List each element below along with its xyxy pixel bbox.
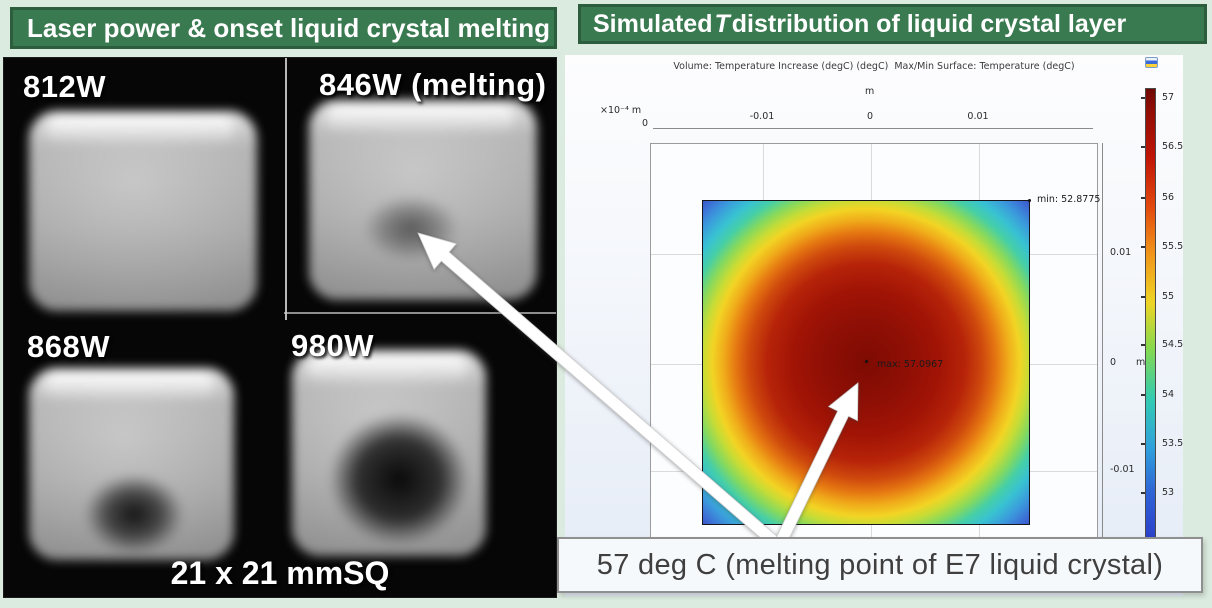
quadrant-divider-horizontal <box>284 312 556 314</box>
right-title-emphasis: T <box>714 9 730 38</box>
colormap-icon <box>1145 57 1158 68</box>
left-title-text: Laser power & onset liquid crystal melti… <box>27 12 551 43</box>
simulation-plot-title: Volume: Temperature Increase (degC) (deg… <box>673 61 1075 72</box>
cb-tick-57: 57 <box>1140 92 1175 103</box>
melt-spot-846w <box>363 195 459 261</box>
micrograph-812w <box>29 111 257 311</box>
sample-size-caption: 21 x 21 mmSQ <box>170 555 390 591</box>
x-axis-unit: m <box>865 86 875 97</box>
melting-point-callout: 57 deg C (melting point of E7 liquid cry… <box>557 537 1203 593</box>
simulation-panel: Volume: Temperature Increase (degC) (deg… <box>565 55 1183 596</box>
melting-point-text: 57 deg C (melting point of E7 liquid cry… <box>596 548 1164 581</box>
y-tick-neg001: -0.01 <box>1110 464 1135 475</box>
micrograph-980w <box>292 350 486 556</box>
right-panel-title: Simulated T distribution of liquid cryst… <box>578 4 1207 44</box>
micrograph-868w <box>29 368 234 560</box>
cb-tick-545: 54.5 <box>1140 339 1184 350</box>
right-title-post: distribution of liquid crystal layer <box>731 9 1127 38</box>
cb-tick-535: 53.5 <box>1140 438 1184 449</box>
melt-spot-868w <box>84 474 184 554</box>
melt-spot-980w <box>329 413 469 545</box>
temperature-colorbar <box>1145 88 1156 545</box>
laser-power-label-868w: 868W <box>27 329 110 364</box>
cb-tick-53: 53 <box>1140 487 1175 498</box>
x-axis-line <box>653 128 1093 129</box>
min-marker-dot <box>1028 199 1031 202</box>
min-temperature-label: min: 52.8775 <box>1037 194 1101 205</box>
x-tick-neg001: -0.01 <box>749 111 775 122</box>
right-title-pre: Simulated <box>593 9 713 38</box>
depth-scale-zero: 0 <box>642 118 649 129</box>
y-axis-unit: m <box>1136 357 1146 368</box>
max-temperature-label: max: 57.0967 <box>877 359 944 370</box>
cb-tick-555: 55.5 <box>1140 241 1184 252</box>
depth-scale-note: ×10⁻⁴ m <box>600 105 642 116</box>
left-panel-title: Laser power & onset liquid crystal melti… <box>10 7 557 49</box>
y-tick-0: 0 <box>1110 357 1117 368</box>
quadrant-divider-vertical <box>285 58 287 320</box>
x-tick-001: 0.01 <box>967 111 989 122</box>
micrograph-846w <box>309 100 537 300</box>
max-marker-dot <box>865 360 868 363</box>
y-axis-line <box>1102 143 1103 550</box>
cb-tick-565: 56.5 <box>1140 141 1184 152</box>
cb-tick-56: 56 <box>1140 192 1175 203</box>
y-tick-001: 0.01 <box>1110 247 1132 258</box>
cb-tick-55: 55 <box>1140 291 1175 302</box>
experiment-image-panel: 812W 846W (melting) 868W 980W 21 x 21 mm… <box>3 57 557 598</box>
laser-power-label-812w: 812W <box>23 69 106 104</box>
laser-power-label-846w: 846W (melting) <box>319 67 547 102</box>
cb-tick-54: 54 <box>1140 389 1175 400</box>
laser-power-label-980w: 980W <box>291 328 374 363</box>
x-tick-0: 0 <box>866 111 874 122</box>
